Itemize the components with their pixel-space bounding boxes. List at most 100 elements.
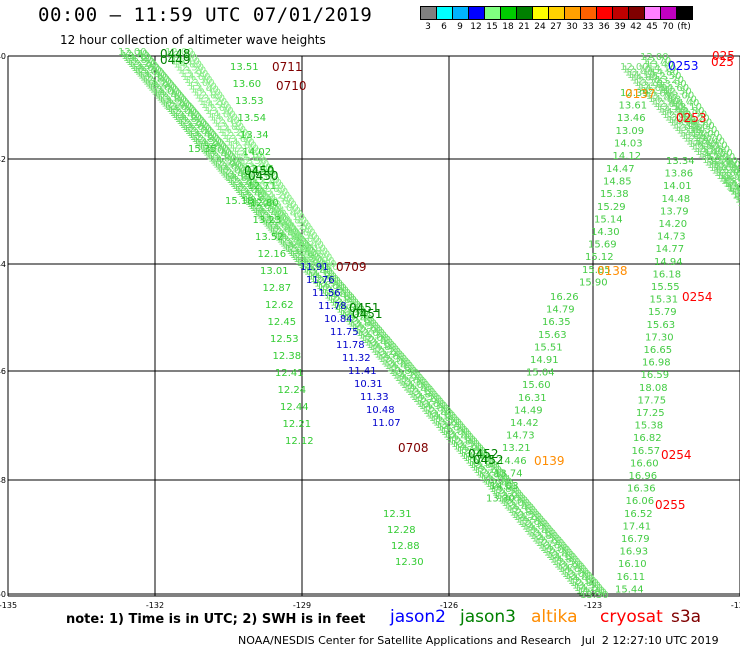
track-h-label: 12.31 [383, 509, 412, 520]
time-label: 0710 [276, 79, 307, 93]
swath-label: 13.60 [165, 102, 194, 113]
track-a-label: 14.02 [243, 147, 272, 158]
swath-label: 12.80 [676, 106, 705, 117]
lon-label: -132 [146, 601, 164, 610]
swath-label: 12.70 [693, 144, 722, 155]
lon-label: -129 [293, 601, 311, 610]
swath-label: 13.50 [293, 254, 322, 265]
track-g-label: 11.32 [342, 353, 371, 364]
satellite-legend-cryosat: cryosat [600, 607, 663, 627]
swath-label: 12.40 [526, 526, 555, 537]
time-label: 0253 [676, 111, 707, 125]
swath-label: 12.40 [255, 209, 284, 220]
swath-label: 12.30 [439, 425, 468, 436]
swath-label: 12.90 [475, 467, 504, 478]
swath-label: 13.70 [503, 500, 532, 511]
track-d-label: 14.30 [591, 227, 620, 238]
swath-label: 14.20 [145, 79, 174, 90]
footer-timestamp: Jul 2 12:27:10 UTC 2019 [581, 634, 719, 647]
swath-label: 12.10 [255, 181, 284, 192]
swath-label: 14.20 [295, 256, 324, 267]
swath-label: 13.80 [409, 389, 438, 400]
swath-label: 13.60 [215, 161, 244, 172]
swath-label: 14.10 [123, 53, 152, 64]
swath-label: 13.50 [726, 181, 740, 192]
swath-label: 12.70 [270, 226, 299, 237]
swath-label: 13.70 [251, 175, 280, 186]
track-c-label: 15.04 [526, 368, 555, 379]
track-h-label: 12.28 [387, 525, 416, 536]
swath-label: 13.40 [304, 267, 333, 278]
swath-label: 12.00 [360, 333, 389, 344]
track-f-label: 16.79 [621, 534, 650, 545]
track-f-label: 17.25 [636, 408, 665, 419]
swath-label: 13.30 [268, 200, 297, 211]
track-d-label: 15.29 [597, 202, 626, 213]
swath-label: 14.60 [182, 72, 211, 83]
swath-label: 14.40 [671, 98, 700, 109]
swath-label: 14.80 [650, 67, 679, 78]
track-c-label: 14.49 [514, 405, 543, 416]
swath-label: 14.10 [306, 269, 335, 280]
scale-label: 6 [441, 22, 447, 32]
swath-label: 13.70 [186, 128, 215, 139]
swath-label: 12.10 [568, 576, 597, 587]
swath-label: 14.10 [297, 243, 326, 254]
swath-label: 14.10 [548, 552, 577, 563]
time-label: 0254 [661, 448, 692, 462]
time-label: 0709 [336, 260, 367, 274]
swath-label: 14.90 [576, 585, 605, 596]
swath-label: 13.40 [121, 51, 150, 62]
track-a-label: 13.01 [260, 266, 289, 277]
track-a-label: 13.51 [230, 62, 259, 73]
lat-label: 46 [0, 367, 6, 376]
track-f-label: 14.94 [654, 257, 683, 268]
swath-label: 12.80 [653, 99, 682, 110]
swath-label: 13.90 [375, 349, 404, 360]
swath-label: 14.40 [719, 173, 740, 184]
swath-label: 13.90 [314, 279, 343, 290]
swath-label: 13.80 [258, 213, 287, 224]
swath-label: 14.40 [238, 189, 267, 200]
track-e-label: 14.03 [614, 138, 643, 149]
swath-label: 12.70 [167, 50, 196, 61]
swath-label: 12.00 [620, 62, 649, 73]
swath-label: 12.50 [126, 57, 155, 68]
swath-label: 12.10 [387, 363, 416, 374]
swath-label: 13.30 [735, 192, 740, 203]
track-c-label: 14.42 [510, 418, 539, 429]
swath-label: 12.80 [509, 507, 538, 518]
track-a-label: 12.53 [270, 334, 299, 345]
swath-label: 13.00 [643, 89, 672, 100]
swath-label: 12.70 [622, 65, 651, 76]
swath-label: 14.40 [505, 503, 534, 514]
swath-label: 13.20 [304, 253, 333, 264]
swath-label: 12.10 [507, 505, 536, 516]
track-f-label: 16.57 [632, 446, 661, 457]
track-g-label: 11.56 [312, 288, 341, 299]
swath-label: 14.60 [639, 83, 668, 94]
track-f-label: 14.48 [662, 194, 691, 205]
swath-label: 13.50 [260, 187, 289, 198]
swath-label: 14.80 [308, 271, 337, 282]
swath-label: 14.60 [232, 181, 261, 192]
swath-label: 14.60 [737, 198, 740, 209]
swath-label: 13.90 [556, 562, 585, 573]
swath-label: 13.00 [666, 90, 695, 101]
track-c-label: 13.21 [502, 443, 531, 454]
track-d-label: 15.85 [582, 265, 611, 276]
swath-label: 12.10 [240, 191, 269, 202]
swath-label: 13.10 [257, 211, 286, 222]
swath-label: 14.30 [217, 163, 246, 174]
track-d-label: 14.47 [606, 164, 635, 175]
satellite-legend-altika: altika [531, 607, 578, 627]
swath-label: 13.60 [712, 160, 740, 171]
swath-label: 14.90 [247, 199, 276, 210]
swath-label: 13.00 [285, 244, 314, 255]
swath-label: 12.70 [423, 406, 452, 417]
swath-label: 12.90 [222, 131, 251, 142]
time-label: 0451 [349, 301, 380, 315]
swath-label: 12.20 [212, 157, 241, 168]
swath-label: 12.40 [274, 209, 303, 220]
swath-label: 14.80 [125, 55, 154, 66]
